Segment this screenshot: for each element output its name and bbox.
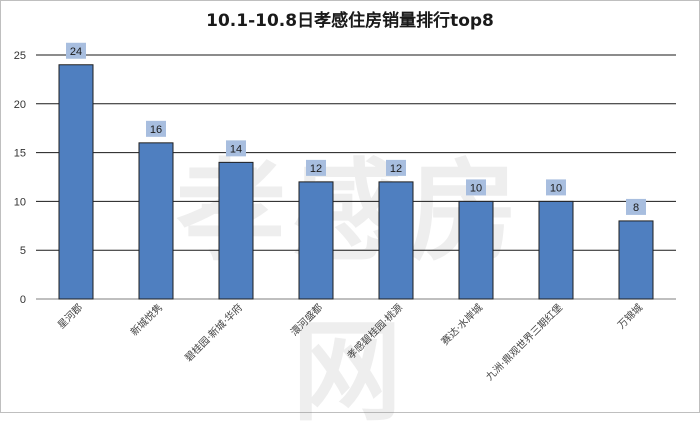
- data-label-box: [546, 179, 566, 196]
- bar-chart: 0 5 10 15 20 25 24 星河郡 16 新城悦隽 14 碧桂园·新城·华府 12 澴河盛都 12…: [14, 42, 676, 383]
- bar: [378, 181, 414, 300]
- data-label: 8: [633, 202, 639, 214]
- category-label: 赛达·水岸城: [438, 301, 485, 348]
- y-tick-label: 20: [14, 99, 26, 111]
- bar: [138, 142, 174, 300]
- data-label-box: [386, 159, 406, 176]
- y-tick-label: 10: [14, 196, 26, 208]
- data-label: 12: [310, 163, 322, 175]
- category-label: 孝感碧桂园·桃源: [344, 301, 405, 362]
- data-label-box: [66, 42, 86, 59]
- bar: [58, 64, 94, 300]
- data-label: 14: [230, 143, 242, 155]
- bar: [538, 200, 574, 300]
- data-label-box: [466, 179, 486, 196]
- y-tick-label: 0: [20, 294, 26, 306]
- category-label: 万锦城: [615, 301, 645, 331]
- y-tick-label: 5: [20, 245, 26, 257]
- chart-frame: [0, 0, 700, 413]
- category-label: 新城悦隽: [128, 301, 165, 338]
- category-label: 星河郡: [55, 302, 85, 332]
- data-label-box: [146, 120, 166, 137]
- bar: [458, 200, 494, 300]
- bar: [298, 181, 334, 300]
- data-label-box: [226, 140, 246, 157]
- bar: [618, 220, 654, 300]
- category-label: 碧桂园·新城·华府: [182, 301, 245, 364]
- data-label: 16: [150, 124, 162, 136]
- bar: [218, 161, 254, 300]
- data-label: 12: [390, 163, 402, 175]
- data-label: 24: [70, 46, 82, 58]
- data-label: 10: [550, 182, 562, 194]
- data-label-box: [306, 159, 326, 176]
- y-tick-label: 25: [14, 50, 26, 62]
- y-tick-label: 15: [14, 148, 26, 160]
- chart-title: 10.1-10.8日孝感住房销量排行top8: [206, 11, 494, 31]
- data-label: 10: [470, 182, 482, 194]
- category-label: 九洲·鼎观世界三期红堡: [483, 301, 565, 383]
- data-label-box: [626, 198, 646, 215]
- category-label: 澴河盛都: [288, 301, 325, 338]
